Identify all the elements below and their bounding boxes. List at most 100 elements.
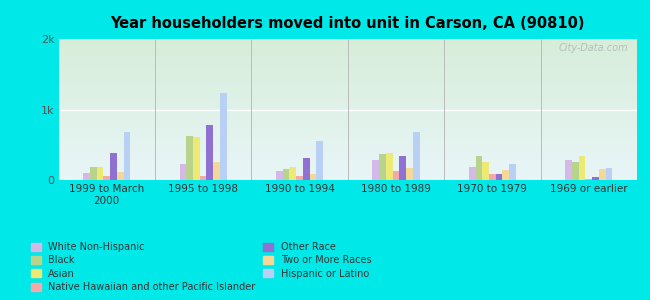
Bar xyxy=(58,128,637,129)
Bar xyxy=(58,173,637,174)
Bar xyxy=(58,46,637,47)
Bar xyxy=(58,142,637,143)
Bar xyxy=(606,168,612,180)
Bar xyxy=(58,76,637,77)
Bar xyxy=(406,168,413,180)
Bar xyxy=(58,129,637,130)
Bar xyxy=(58,110,637,111)
Bar xyxy=(58,136,637,138)
Title: Year householders moved into unit in Carson, CA (90810): Year householders moved into unit in Car… xyxy=(111,16,585,31)
Bar xyxy=(58,153,637,154)
Bar xyxy=(399,156,406,180)
Bar xyxy=(58,42,637,43)
Bar xyxy=(58,111,637,112)
Bar xyxy=(58,60,637,61)
Bar xyxy=(58,160,637,162)
Bar xyxy=(58,67,637,69)
Bar xyxy=(58,101,637,102)
Bar xyxy=(58,59,637,60)
Bar xyxy=(58,108,637,110)
Bar xyxy=(303,158,309,180)
Bar xyxy=(58,95,637,97)
Bar xyxy=(58,63,637,64)
Bar xyxy=(58,148,637,149)
Bar xyxy=(58,94,637,95)
Bar xyxy=(58,102,637,104)
Bar xyxy=(283,169,289,180)
Bar xyxy=(58,134,637,135)
Bar xyxy=(58,162,637,163)
Bar xyxy=(58,143,637,145)
Bar xyxy=(572,162,578,180)
Bar xyxy=(58,172,637,173)
Bar xyxy=(58,45,637,46)
Bar xyxy=(565,160,572,180)
Bar xyxy=(58,176,637,177)
Bar xyxy=(117,172,124,180)
Bar xyxy=(213,162,220,180)
Bar xyxy=(58,159,637,160)
Bar xyxy=(58,132,637,134)
Bar xyxy=(289,167,296,180)
Bar xyxy=(58,125,637,126)
Bar xyxy=(317,141,323,180)
Bar xyxy=(58,84,637,86)
Bar xyxy=(58,119,637,121)
Bar xyxy=(58,61,637,63)
Bar xyxy=(496,174,502,180)
Bar xyxy=(58,50,637,52)
Bar xyxy=(58,90,637,91)
Bar xyxy=(110,152,117,180)
Bar xyxy=(476,156,482,180)
Bar xyxy=(482,162,489,180)
Bar xyxy=(502,170,509,180)
Bar xyxy=(58,74,637,76)
Bar xyxy=(469,167,476,180)
Bar xyxy=(58,53,637,55)
Bar xyxy=(58,80,637,81)
Bar xyxy=(58,152,637,153)
Bar xyxy=(586,178,592,180)
Legend: White Non-Hispanic, Black, Asian, Native Hawaiian and other Pacific Islander, Ot: White Non-Hispanic, Black, Asian, Native… xyxy=(31,242,372,292)
Bar xyxy=(58,114,637,115)
Bar xyxy=(193,137,200,180)
Bar xyxy=(58,149,637,150)
Bar xyxy=(58,115,637,116)
Bar xyxy=(58,167,637,169)
Bar xyxy=(58,105,637,107)
Bar xyxy=(220,93,227,180)
Bar xyxy=(58,81,637,83)
Bar xyxy=(58,158,637,159)
Bar xyxy=(187,136,193,180)
Bar xyxy=(58,79,637,80)
Bar xyxy=(296,176,303,180)
Bar xyxy=(599,169,606,180)
Bar xyxy=(58,145,637,146)
Bar xyxy=(58,126,637,128)
Bar xyxy=(58,47,637,49)
Bar xyxy=(413,132,420,180)
Bar xyxy=(58,116,637,118)
Bar xyxy=(58,52,637,53)
Bar xyxy=(58,104,637,105)
Bar xyxy=(58,138,637,139)
Bar xyxy=(207,125,213,180)
Bar xyxy=(58,100,637,101)
Bar xyxy=(58,118,637,119)
Bar xyxy=(58,150,637,152)
Bar xyxy=(58,156,637,158)
Bar xyxy=(276,171,283,180)
Bar xyxy=(58,55,637,56)
Bar xyxy=(309,174,317,180)
Bar xyxy=(58,178,637,180)
Bar xyxy=(58,163,637,164)
Bar xyxy=(58,131,637,132)
Bar xyxy=(58,64,637,66)
Bar xyxy=(58,112,637,114)
Bar xyxy=(58,98,637,100)
Bar xyxy=(58,107,637,108)
Bar xyxy=(58,91,637,93)
Bar xyxy=(509,164,516,180)
Bar xyxy=(90,167,97,180)
Bar xyxy=(103,176,110,180)
